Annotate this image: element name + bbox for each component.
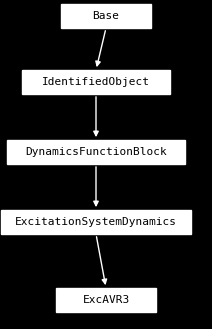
FancyBboxPatch shape: [61, 4, 151, 28]
FancyBboxPatch shape: [1, 210, 191, 234]
Text: Base: Base: [92, 11, 120, 21]
FancyBboxPatch shape: [22, 70, 170, 94]
FancyBboxPatch shape: [7, 140, 185, 164]
FancyBboxPatch shape: [56, 288, 156, 312]
Text: DynamicsFunctionBlock: DynamicsFunctionBlock: [25, 147, 167, 157]
Text: ExcitationSystemDynamics: ExcitationSystemDynamics: [15, 217, 177, 227]
Text: IdentifiedObject: IdentifiedObject: [42, 77, 150, 87]
Text: ExcAVR3: ExcAVR3: [82, 295, 130, 305]
